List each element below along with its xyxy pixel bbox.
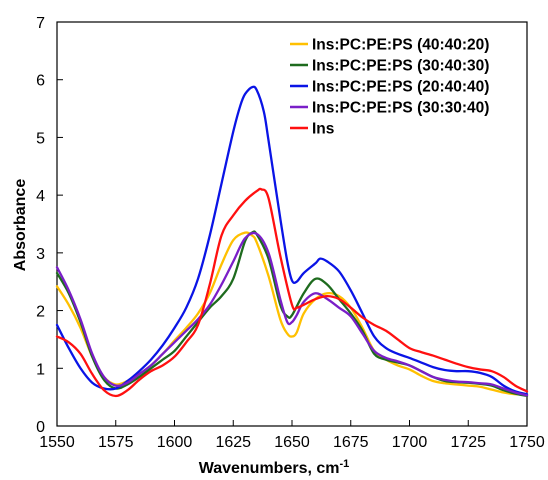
series-line-5 bbox=[55, 187, 529, 398]
x-tick-label: 1575 bbox=[98, 434, 134, 451]
y-tick-label: 0 bbox=[36, 419, 45, 436]
legend-label: Ins:PC:PE:PS (20:40:40) bbox=[312, 79, 489, 96]
y-tick-label: 7 bbox=[36, 15, 45, 32]
y-tick-label: 2 bbox=[36, 304, 45, 321]
y-tick-label: 4 bbox=[36, 188, 45, 205]
x-tick-label: 1650 bbox=[274, 434, 310, 451]
y-tick-label: 6 bbox=[36, 73, 45, 90]
legend-entry-5: Ins bbox=[290, 121, 334, 138]
legend-label: Ins:PC:PE:PS (40:40:20) bbox=[312, 37, 489, 54]
x-tick-label: 1600 bbox=[157, 434, 193, 451]
x-tick-label: 1625 bbox=[215, 434, 251, 451]
x-tick-label: 1750 bbox=[509, 434, 545, 451]
series-layer bbox=[55, 85, 529, 398]
series-line-4 bbox=[55, 231, 529, 397]
x-tick-label: 1550 bbox=[39, 434, 75, 451]
y-axis-title: Absorbance bbox=[12, 179, 29, 272]
x-tick-label: 1675 bbox=[333, 434, 369, 451]
legend-entry-3: Ins:PC:PE:PS (20:40:40) bbox=[290, 79, 489, 96]
legend-entry-2: Ins:PC:PE:PS (30:40:30) bbox=[290, 58, 489, 75]
legend-entry-4: Ins:PC:PE:PS (30:30:40) bbox=[290, 100, 489, 117]
x-tick-label: 1725 bbox=[450, 434, 486, 451]
legend-label: Ins:PC:PE:PS (30:30:40) bbox=[312, 100, 489, 117]
x-axis-ticks: 1550 1575 1600 1625 1650 1675 1700 1725 1750 bbox=[39, 420, 545, 451]
x-tick-label: 1700 bbox=[392, 434, 428, 451]
legend-entry-1: Ins:PC:PE:PS (40:40:20) bbox=[290, 37, 489, 54]
legend-label: Ins bbox=[312, 121, 334, 138]
y-tick-label: 5 bbox=[36, 130, 45, 147]
legend-label: Ins:PC:PE:PS (30:40:30) bbox=[312, 58, 489, 75]
y-axis-ticks: 0 1 2 3 4 5 6 7 bbox=[36, 15, 63, 436]
series-line-3 bbox=[55, 85, 529, 396]
legend: Ins:PC:PE:PS (40:40:20) Ins:PC:PE:PS (30:… bbox=[290, 37, 489, 138]
x-axis-title: Wavenumbers, cm-1 bbox=[199, 458, 350, 477]
y-tick-label: 3 bbox=[36, 246, 45, 263]
x-axis-title-superscript: -1 bbox=[340, 458, 350, 470]
y-tick-label: 1 bbox=[36, 361, 45, 378]
